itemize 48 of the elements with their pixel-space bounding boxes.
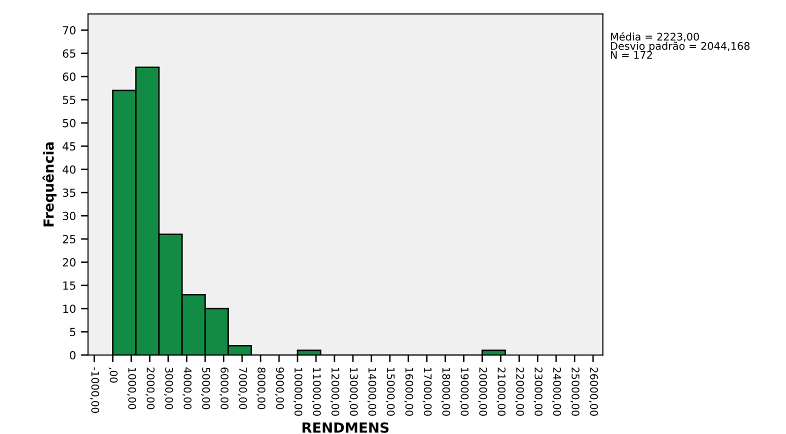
y-axis-title: Frequência <box>42 142 57 226</box>
y-tick-label: 70 <box>63 26 76 35</box>
x-tick-label: 1000,00 <box>127 368 136 410</box>
x-tick-label: 26000,00 <box>588 368 598 416</box>
x-tick-label: 23000,00 <box>534 368 543 416</box>
y-tick-label: 15 <box>63 282 76 290</box>
y-tick-label: 55 <box>62 96 76 104</box>
y-tick-label: 40 <box>62 165 76 174</box>
x-tick-label: 5000,00 <box>201 368 210 410</box>
text: N = 172 <box>610 50 652 59</box>
x-tick-label: 24000,00 <box>552 368 561 416</box>
x-tick-label: 11000,00 <box>312 368 321 416</box>
x-tick-label: 3000,00 <box>164 368 174 410</box>
x-tick-label: 6000,00 <box>220 368 228 410</box>
y-tick-label: 20 <box>62 258 76 267</box>
x-tick-label: 19000,00 <box>460 368 469 416</box>
y-tick-label: 50 <box>62 118 76 128</box>
y-tick-label: 30 <box>62 212 76 220</box>
x-tick-label: ,00 <box>108 368 118 383</box>
x-tick-label: 21000,00 <box>496 368 506 416</box>
x-tick-label: 2000,00 <box>146 368 155 410</box>
y-tick-label: 5 <box>70 328 76 336</box>
x-axis-title: RENDMENS <box>302 422 389 433</box>
x-tick-label: -1000,00 <box>90 367 100 413</box>
x-tick-label: 20000,00 <box>478 368 488 416</box>
x-tick-label: 16000,00 <box>404 368 414 416</box>
x-tick-label: 22000,00 <box>515 368 524 416</box>
y-tick-label: 10 <box>63 304 76 313</box>
x-tick-label: 25000,00 <box>570 368 580 416</box>
y-tick-label: 35 <box>62 188 76 197</box>
x-tick-label: 4000,00 <box>182 367 192 410</box>
x-tick-label: 18000,00 <box>441 368 450 416</box>
text: Média = 2223,00 <box>610 32 699 42</box>
y-tick-label: 60 <box>62 72 76 81</box>
text: Desvio padrão = 2044,168 <box>610 42 750 52</box>
y-tick-label: 25 <box>62 234 76 244</box>
x-tick-label: 10000,00 <box>293 368 302 416</box>
y-tick-label: 0 <box>70 350 76 360</box>
x-tick-label: 14000,00 <box>367 368 376 416</box>
x-tick-label: 8000,00 <box>256 368 266 410</box>
y-tick-label: 65 <box>62 49 76 58</box>
x-tick-label: 9000,00 <box>274 367 284 410</box>
x-tick-label: 13000,00 <box>348 368 358 416</box>
x-tick-label: 7000,00 <box>238 368 247 410</box>
x-tick-label: 17000,00 <box>422 368 432 416</box>
y-tick-label: 45 <box>62 142 76 151</box>
x-tick-label: 15000,00 <box>386 368 395 416</box>
x-tick-label: 12000,00 <box>330 368 340 416</box>
